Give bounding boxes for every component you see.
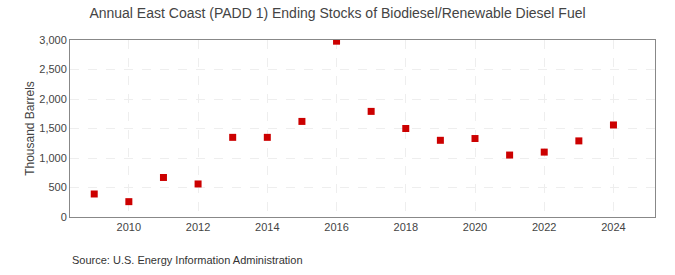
- svg-text:2024: 2024: [601, 221, 625, 233]
- svg-text:Source: U.S. Energy Informatio: Source: U.S. Energy Information Administ…: [72, 254, 303, 266]
- svg-text:Annual East Coast (PADD 1) End: Annual East Coast (PADD 1) Ending Stocks…: [89, 5, 585, 21]
- svg-text:2022: 2022: [532, 221, 556, 233]
- svg-text:1,500: 1,500: [39, 122, 67, 134]
- svg-text:500: 500: [48, 181, 66, 193]
- svg-text:2,500: 2,500: [39, 63, 67, 75]
- svg-text:2,000: 2,000: [39, 93, 67, 105]
- svg-text:2020: 2020: [463, 221, 487, 233]
- svg-text:Thousand Barrels: Thousand Barrels: [23, 81, 37, 176]
- svg-text:2010: 2010: [117, 221, 141, 233]
- svg-text:2012: 2012: [186, 221, 210, 233]
- svg-text:2014: 2014: [255, 221, 279, 233]
- svg-text:2018: 2018: [394, 221, 418, 233]
- svg-text:0: 0: [61, 211, 67, 223]
- svg-text:3,000: 3,000: [39, 34, 67, 46]
- svg-text:2016: 2016: [324, 221, 348, 233]
- svg-text:1,000: 1,000: [39, 152, 67, 164]
